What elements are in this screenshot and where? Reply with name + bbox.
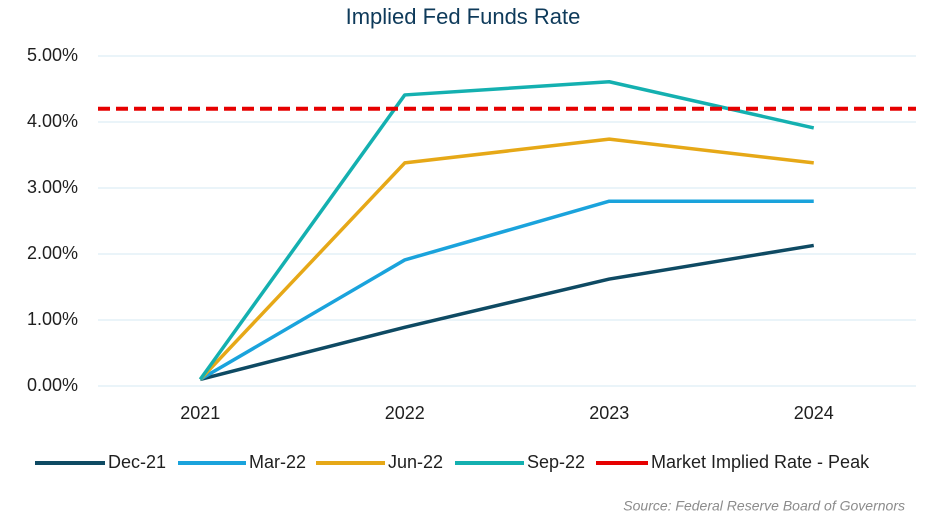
legend-label: Sep-22 xyxy=(527,452,585,472)
legend-label: Mar-22 xyxy=(249,452,306,472)
x-tick-label: 2022 xyxy=(385,403,425,423)
source-note: Source: Federal Reserve Board of Governo… xyxy=(623,498,905,514)
legend-label: Dec-21 xyxy=(108,452,166,472)
y-tick-label: 3.00% xyxy=(27,177,78,197)
chart-title: Implied Fed Funds Rate xyxy=(346,4,581,29)
x-tick-label: 2023 xyxy=(589,403,629,423)
series-line xyxy=(198,137,814,381)
series-line xyxy=(198,79,815,381)
x-tick-label: 2024 xyxy=(794,403,834,423)
legend-label: Market Implied Rate - Peak xyxy=(651,452,870,472)
series-line xyxy=(199,199,814,381)
y-tick-label: 1.00% xyxy=(27,309,78,329)
series-line xyxy=(199,243,815,382)
y-tick-label: 5.00% xyxy=(27,45,78,65)
x-tick-label: 2021 xyxy=(180,403,220,423)
y-tick-label: 4.00% xyxy=(27,111,78,131)
y-tick-label: 0.00% xyxy=(27,375,78,395)
legend-label: Jun-22 xyxy=(388,452,443,472)
y-tick-label: 2.00% xyxy=(27,243,78,263)
